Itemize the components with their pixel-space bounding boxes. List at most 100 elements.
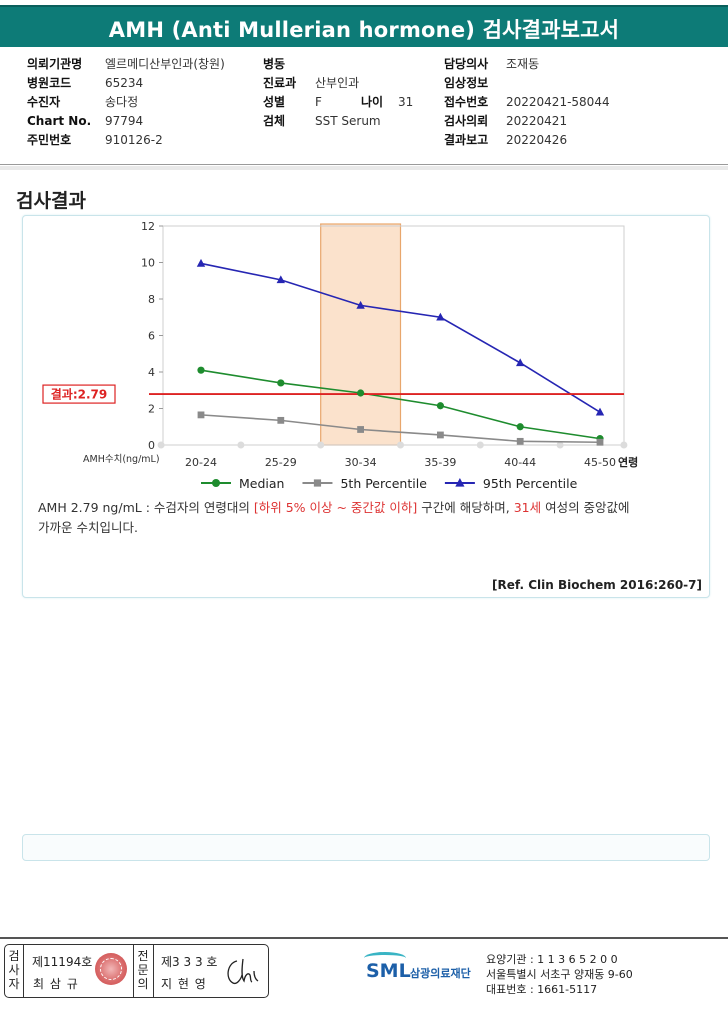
- info-value: SST Serum: [315, 114, 381, 128]
- info-label: 병원코드: [27, 76, 72, 90]
- x-axis-dot: [476, 441, 484, 449]
- x-axis-dot: [237, 441, 245, 449]
- median-point: [436, 402, 444, 410]
- x-tick-label: 20-24: [185, 456, 217, 469]
- footer-line-3: 대표번호 : 1661-5117: [486, 983, 598, 996]
- info-value: 65234: [105, 76, 144, 90]
- p95-point: [595, 407, 605, 416]
- info-value: 산부인과: [315, 76, 360, 90]
- info-row: 성별 F: [263, 93, 433, 112]
- info-label: 주민번호: [27, 133, 72, 147]
- p5-point: [197, 411, 205, 419]
- info-value: F: [315, 95, 322, 109]
- p95-point: [356, 300, 365, 309]
- footer-address: 요양기관 : 1 1 3 6 5 2 0 0 서울특별시 서초구 양재동 9-6…: [486, 952, 633, 997]
- info-value: 20220426: [506, 133, 568, 147]
- x-axis-dot: [157, 441, 165, 449]
- p5-point: [596, 438, 604, 446]
- x-tick-label: 35-39: [424, 456, 456, 469]
- x-axis-suffix: 연령: [618, 455, 638, 469]
- info-row: 검사의뢰 20220421: [444, 112, 714, 131]
- median-point: [197, 366, 205, 374]
- header-divider: [0, 164, 728, 165]
- sig-divider-3: [153, 945, 154, 997]
- result-label: 결과:2.79: [51, 387, 108, 402]
- info-label: 진료과: [263, 76, 297, 90]
- highlight-age-band: [320, 223, 402, 446]
- info-row: 진료과 산부인과: [263, 74, 433, 93]
- sml-logo: SML 삼광의료재단: [364, 952, 484, 990]
- legend-label: 5th Percentile: [340, 476, 427, 491]
- comment-text-2: 구간에 해당하며,: [417, 500, 514, 515]
- specialist-license-no: 제3 3 3 호: [161, 955, 218, 969]
- p5-point: [437, 431, 444, 439]
- p5-point: [516, 437, 524, 445]
- info-value: 엘르메디산부인과(창원): [105, 57, 225, 71]
- y-tick-label: 10: [141, 257, 155, 270]
- legend-label: Median: [239, 476, 284, 491]
- empty-notes-box: [22, 834, 710, 861]
- x-axis-dot: [397, 441, 404, 449]
- y-tick-label: 12: [141, 220, 155, 233]
- legend-marker: [313, 479, 322, 487]
- age-label: 나이: [361, 95, 384, 109]
- x-tick-label: 40-44: [504, 456, 536, 469]
- p95-point: [276, 275, 285, 284]
- info-label: 임상정보: [444, 76, 489, 90]
- age-field: 나이 31: [361, 93, 421, 112]
- y-tick-label: 8: [148, 293, 155, 306]
- info-label: 병동: [263, 57, 286, 71]
- info-row: 수진자 송다정: [27, 93, 257, 112]
- info-row: 임상정보: [444, 74, 714, 93]
- result-panel: 0 2 4 6 8 10 12 20-24 25-29 30-34 35-39 40-44 45-50 연…: [22, 215, 710, 598]
- footer-line-1: 요양기관 : 1 1 3 6 5 2 0 0: [486, 953, 618, 966]
- series-line: [200, 369, 601, 440]
- info-label: 검사의뢰: [444, 114, 489, 128]
- info-row: 병원코드 65234: [27, 74, 257, 93]
- info-value: 송다정: [105, 95, 139, 109]
- median-point: [277, 379, 285, 387]
- result-comment: AMH 2.79 ng/mL : 수검자의 연령대의 [하위 5% 이상 ~ 중…: [38, 498, 706, 538]
- footer-divider: [0, 937, 728, 939]
- report-title-bar: AMH (Anti Mullerian hormone) 검사결과보고서: [0, 5, 728, 47]
- info-value: 20220421: [506, 114, 568, 128]
- amh-chart: 0 2 4 6 8 10 12 20-24 25-29 30-34 35-39 40-44 45-50 연…: [42, 220, 638, 491]
- median-point: [357, 389, 365, 397]
- info-row: 접수번호 20220421-58044: [444, 93, 714, 112]
- comment-text-4: 가까운 수치입니다.: [38, 520, 138, 535]
- info-label: Chart No.: [27, 114, 92, 128]
- info-row: Chart No. 97794: [27, 112, 257, 131]
- sig-divider-2: [133, 945, 134, 997]
- legend-label: 95th Percentile: [483, 476, 578, 491]
- x-tick-label: 25-29: [265, 456, 297, 469]
- report-title: AMH (Anti Mullerian hormone) 검사결과보고서: [108, 18, 620, 42]
- x-axis-dot: [556, 441, 564, 449]
- info-value: 97794: [105, 114, 144, 128]
- info-row: 담당의사 조재동: [444, 55, 714, 74]
- y-tick-label: 6: [148, 330, 155, 343]
- info-label: 결과보고: [444, 133, 489, 147]
- comment-range-highlight: [하위 5% 이상 ~ 중간값 이하]: [253, 500, 418, 515]
- x-tick-label: 30-34: [345, 456, 377, 469]
- p95-point: [516, 358, 525, 367]
- logo-arc-icon: [364, 952, 406, 964]
- info-value: 조재동: [506, 57, 540, 71]
- info-column-2: 병동 진료과 산부인과 성별 F 검체 SST Serum: [263, 55, 433, 131]
- info-row: 의뢰기관명 엘르메디산부인과(창원): [27, 55, 257, 74]
- p5-point: [357, 426, 364, 433]
- comment-age-highlight: 31세: [513, 500, 542, 515]
- x-axis-dot: [620, 441, 628, 449]
- reference-citation: [Ref. Clin Biochem 2016:260-7]: [492, 578, 702, 592]
- info-value: 910126-2: [105, 133, 163, 147]
- handwritten-signature: [227, 958, 259, 985]
- legend-marker: [212, 479, 220, 487]
- p5-point: [277, 416, 285, 424]
- comment-text-3: 여성의 중앙값에: [541, 500, 630, 515]
- specialist-name: 지 현 영: [161, 977, 207, 991]
- official-seal-icon: [95, 953, 127, 985]
- info-label: 수진자: [27, 95, 61, 109]
- section-title: 검사결과: [16, 190, 86, 212]
